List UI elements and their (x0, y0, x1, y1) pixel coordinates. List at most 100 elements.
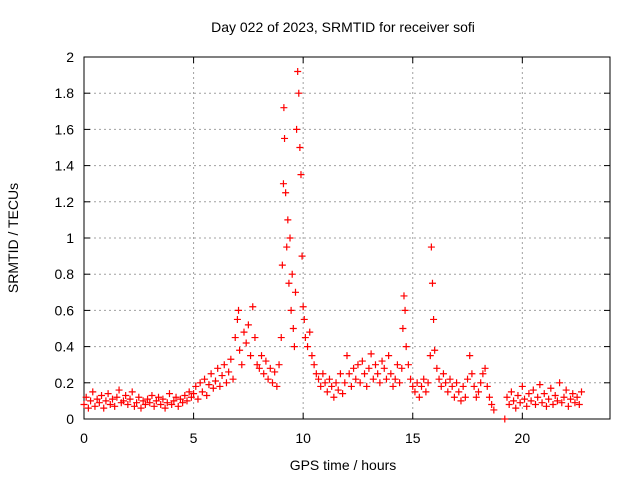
data-point (401, 306, 409, 314)
data-point (483, 382, 491, 390)
data-point (578, 388, 586, 396)
data-point (481, 364, 489, 372)
data-point (343, 352, 351, 360)
data-point (444, 388, 452, 396)
data-point (448, 382, 456, 390)
data-point (549, 401, 557, 409)
data-point (308, 352, 316, 360)
data-point (468, 370, 476, 378)
data-point (201, 375, 209, 383)
data-point (84, 404, 92, 412)
data-point (89, 388, 97, 396)
data-point (91, 402, 99, 410)
data-point (571, 399, 579, 407)
data-point (439, 370, 447, 378)
data-point (146, 399, 154, 407)
data-point (575, 401, 583, 409)
data-point (516, 399, 524, 407)
data-point (304, 343, 312, 351)
data-point (505, 401, 513, 409)
data-point (385, 352, 393, 360)
data-point (225, 368, 233, 376)
data-point (82, 393, 90, 401)
x-tick-label: 20 (515, 430, 531, 446)
data-point (126, 395, 134, 403)
data-point (266, 364, 274, 372)
data-point (422, 388, 430, 396)
data-point (409, 382, 417, 390)
y-tick-label: 0.4 (55, 339, 75, 355)
data-point (222, 379, 230, 387)
data-point (98, 391, 106, 399)
data-point (163, 399, 171, 407)
data-point (374, 370, 382, 378)
data-point (455, 388, 463, 396)
data-point (216, 382, 224, 390)
y-axis-label: SRMTID / TECUs (5, 183, 21, 293)
data-point (279, 180, 287, 188)
data-point (247, 352, 255, 360)
data-point (95, 399, 103, 407)
data-point (297, 171, 305, 179)
data-point (479, 370, 487, 378)
data-point (347, 382, 355, 390)
x-tick-label: 15 (405, 430, 421, 446)
data-point (339, 390, 347, 398)
data-point (301, 334, 309, 342)
chart-title: Day 022 of 2023, SRMTID for receiver sof… (211, 19, 475, 35)
data-point (296, 144, 304, 151)
data-point (298, 252, 306, 260)
data-point (130, 402, 138, 410)
data-point (560, 393, 568, 401)
data-point (299, 303, 307, 311)
data-point (430, 315, 438, 323)
data-point (527, 397, 535, 405)
x-tick-label: 5 (190, 430, 198, 446)
axis-ticks: 00.20.40.60.811.21.41.61.820 5 10 15 20 (55, 49, 610, 446)
data-point (174, 402, 182, 410)
data-point (255, 364, 263, 372)
y-tick-label: 1 (66, 230, 74, 246)
data-point (128, 388, 136, 396)
data-point (148, 391, 156, 399)
plot-frame (83, 56, 611, 420)
data-point (387, 370, 395, 378)
data-point (428, 279, 436, 287)
data-point (567, 395, 575, 403)
data-point (457, 397, 465, 405)
data-point (369, 375, 377, 383)
data-point (139, 397, 147, 405)
data-point (152, 397, 160, 405)
data-point (569, 390, 577, 398)
data-point (242, 339, 250, 347)
data-point (382, 375, 390, 383)
data-point (287, 306, 295, 314)
data-point (345, 370, 353, 378)
data-point (135, 393, 143, 401)
data-point (538, 399, 546, 407)
data-point (181, 391, 189, 399)
data-point (573, 393, 581, 401)
data-point (233, 315, 241, 323)
data-point (124, 401, 132, 409)
data-point (240, 328, 248, 336)
data-point (510, 397, 518, 405)
data-point (521, 395, 529, 403)
data-point (100, 404, 108, 412)
data-point (192, 382, 200, 390)
data-point (294, 67, 302, 75)
data-point (407, 375, 415, 383)
data-point (214, 364, 222, 372)
data-point (286, 234, 294, 242)
data-point (562, 386, 570, 394)
data-point (194, 395, 202, 403)
data-point (280, 104, 288, 112)
data-point (238, 361, 246, 369)
data-point (137, 404, 145, 412)
data-point (278, 261, 286, 269)
data-point (141, 401, 149, 409)
data-point (402, 343, 410, 351)
y-tick-label: 1.6 (55, 121, 75, 137)
data-point (111, 402, 119, 410)
data-point (540, 390, 548, 398)
